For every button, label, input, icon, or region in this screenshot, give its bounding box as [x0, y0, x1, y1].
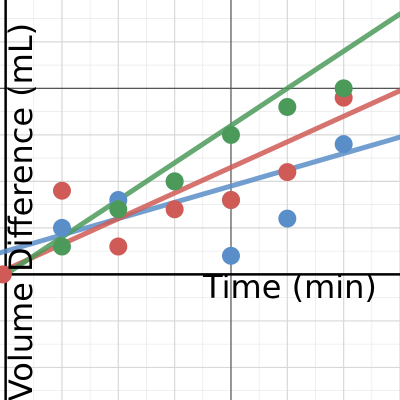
data-point-red	[52, 181, 71, 200]
data-points	[0, 79, 353, 284]
data-point-green	[278, 97, 297, 116]
data-point-blue	[278, 209, 297, 228]
data-point-red	[165, 200, 184, 219]
data-point-red	[109, 237, 128, 256]
data-point-red	[0, 265, 12, 284]
x-axis-label: Time (min)	[202, 268, 377, 306]
y-axis-label: Volume Difference (mL)	[2, 23, 40, 400]
data-point-blue	[334, 135, 353, 154]
data-point-red	[278, 163, 297, 182]
data-point-green	[52, 237, 71, 256]
data-point-green	[165, 172, 184, 191]
data-point-green	[221, 125, 240, 144]
data-point-green	[109, 200, 128, 219]
data-point-blue	[221, 246, 240, 265]
data-point-green	[334, 79, 353, 98]
data-point-blue	[52, 218, 71, 237]
data-point-red	[221, 191, 240, 209]
